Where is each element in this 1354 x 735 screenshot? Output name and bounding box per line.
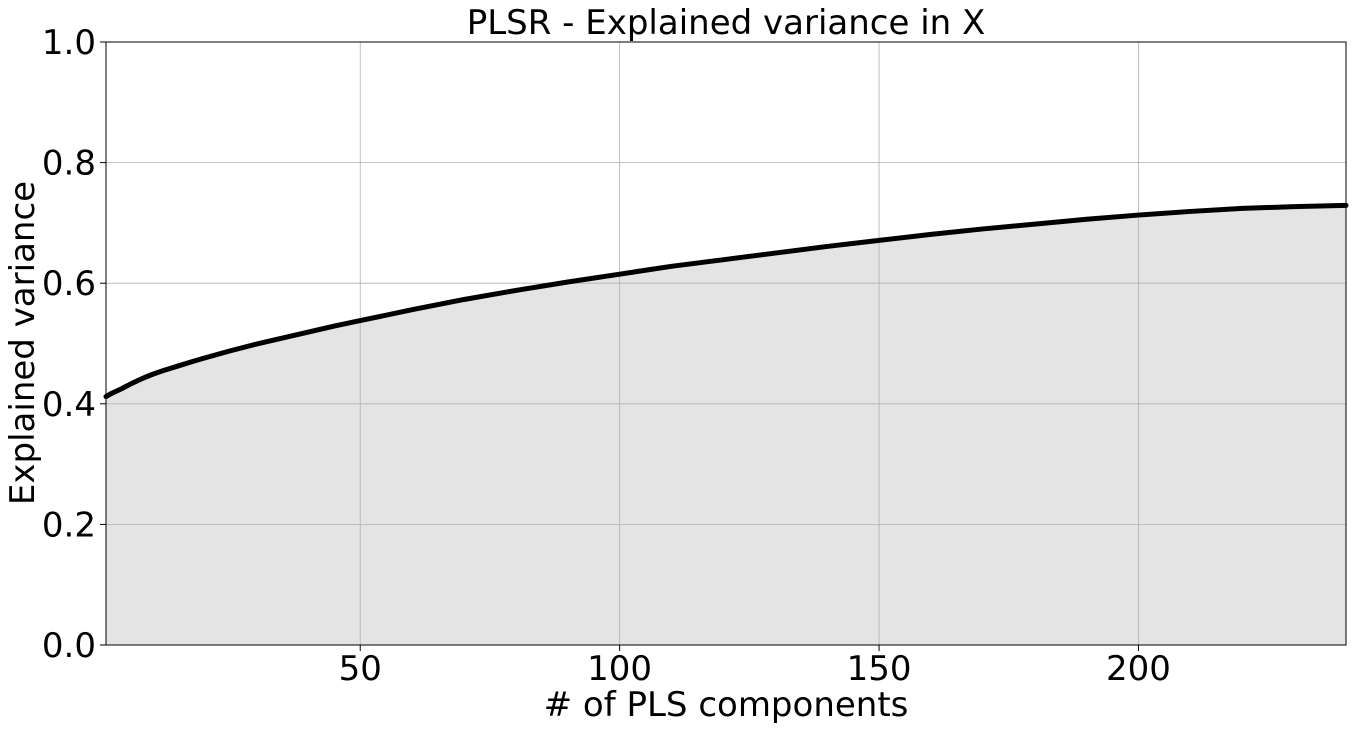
x-tick-label: 100 [587,649,652,689]
y-tick-label: 0.4 [42,385,96,425]
y-tick-label: 1.0 [42,23,96,63]
y-tick-label: 0.0 [42,626,96,666]
y-tick-label: 0.8 [42,144,96,184]
y-tick-label: 0.2 [42,505,96,545]
x-tick-label: 200 [1106,649,1171,689]
y-axis-ticks: 0.0 0.2 0.4 0.6 0.8 1.0 [42,23,106,666]
chart-title: PLSR - Explained variance in X [467,3,986,43]
x-axis-label: # of PLS components [544,685,909,725]
area-fill [106,205,1346,645]
series-line [103,202,1349,400]
y-axis-label: Explained variance [3,181,43,505]
y-tick-label: 0.6 [42,264,96,304]
x-axis-ticks: 50 100 150 200 [339,645,1171,689]
x-tick-label: 150 [847,649,912,689]
x-tick-label: 50 [339,649,382,689]
plot-frame [105,41,1347,646]
